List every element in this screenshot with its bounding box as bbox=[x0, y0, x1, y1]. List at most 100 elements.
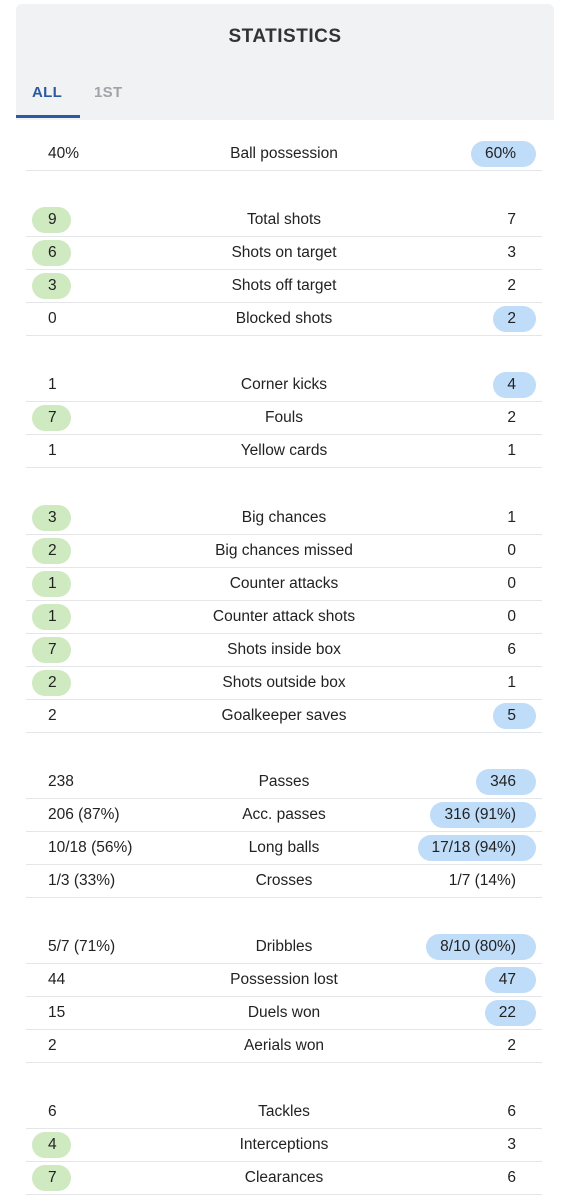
stat-label: Shots off target bbox=[231, 276, 337, 294]
home-value: 7 bbox=[32, 404, 71, 431]
home-value: 2 bbox=[32, 669, 71, 696]
home-value: 2 bbox=[48, 706, 57, 724]
home-value: 1 bbox=[48, 375, 57, 393]
stat-row: 40% Ball possession 60% bbox=[26, 137, 542, 171]
stat-row: 7 Clearances 6 bbox=[26, 1161, 542, 1195]
home-value: 7 bbox=[32, 1164, 71, 1191]
stat-label: Goalkeeper saves bbox=[221, 706, 347, 724]
active-tab-indicator bbox=[16, 115, 80, 118]
stat-row: 3 Shots off target 2 bbox=[26, 269, 542, 303]
home-value: 6 bbox=[48, 1102, 57, 1120]
stat-row: 1 Corner kicks 4 bbox=[26, 368, 542, 402]
away-value: 1 bbox=[507, 441, 516, 459]
stat-row: 0 Blocked shots 2 bbox=[26, 302, 542, 336]
stat-row: 6 Tackles 6 bbox=[26, 1095, 542, 1129]
stat-label: Long balls bbox=[248, 838, 320, 856]
stat-label: Big chances bbox=[241, 508, 327, 526]
stat-row: 3 Big chances 1 bbox=[26, 501, 542, 535]
stat-row: 6 Shots on target 3 bbox=[26, 236, 542, 270]
stat-label: Shots inside box bbox=[227, 640, 341, 658]
away-value: 22 bbox=[484, 999, 536, 1026]
home-value: 44 bbox=[48, 970, 66, 988]
stat-label: Duels won bbox=[247, 1003, 321, 1021]
tab-1st[interactable]: 1ST bbox=[94, 84, 123, 101]
stat-row: 206 (87%) Acc. passes 316 (91%) bbox=[26, 798, 542, 832]
stat-row: 1/3 (33%) Crosses 1/7 (14%) bbox=[26, 864, 542, 898]
stat-label: Shots on target bbox=[231, 243, 337, 261]
away-value: 47 bbox=[484, 966, 536, 993]
home-value: 4 bbox=[32, 1131, 71, 1158]
stat-label: Passes bbox=[258, 772, 310, 790]
away-value: 3 bbox=[507, 243, 516, 261]
home-value: 2 bbox=[48, 1036, 57, 1054]
away-value: 4 bbox=[493, 371, 536, 398]
stat-label: Big chances missed bbox=[215, 541, 353, 559]
stat-row: 2 Big chances missed 0 bbox=[26, 534, 542, 568]
stat-label: Yellow cards bbox=[240, 441, 328, 459]
home-value: 0 bbox=[48, 309, 57, 327]
stat-label: Possession lost bbox=[230, 970, 338, 988]
stat-row: 10/18 (56%) Long balls 17/18 (94%) bbox=[26, 831, 542, 865]
stat-label: Interceptions bbox=[239, 1135, 329, 1153]
stat-row: 44 Possession lost 47 bbox=[26, 963, 542, 997]
home-value: 5/7 (71%) bbox=[48, 937, 116, 955]
away-value: 1/7 (14%) bbox=[448, 871, 516, 889]
away-value: 316 (91%) bbox=[430, 801, 536, 828]
away-value: 3 bbox=[507, 1135, 516, 1153]
stat-row: 238 Passes 346 bbox=[26, 765, 542, 799]
stat-row: 2 Aerials won 2 bbox=[26, 1029, 542, 1063]
away-value: 0 bbox=[507, 574, 516, 592]
stat-label: Total shots bbox=[246, 210, 322, 228]
away-value: 2 bbox=[493, 305, 536, 332]
home-value: 2 bbox=[32, 537, 71, 564]
home-value: 40% bbox=[48, 144, 80, 162]
home-value: 1 bbox=[48, 441, 57, 459]
stat-label: Dribbles bbox=[255, 937, 313, 955]
stat-label: Ball possession bbox=[230, 144, 338, 162]
stat-row: 1 Counter attack shots 0 bbox=[26, 600, 542, 634]
home-value: 206 (87%) bbox=[48, 805, 120, 823]
stat-row: 4 Interceptions 3 bbox=[26, 1128, 542, 1162]
away-value: 0 bbox=[507, 607, 516, 625]
stat-row: 7 Shots inside box 6 bbox=[26, 633, 542, 667]
away-value: 8/10 (80%) bbox=[426, 933, 536, 960]
stat-label: Clearances bbox=[244, 1168, 324, 1186]
home-value: 238 bbox=[48, 772, 74, 790]
stat-row: 15 Duels won 22 bbox=[26, 996, 542, 1030]
away-value: 5 bbox=[493, 702, 536, 729]
stat-label: Fouls bbox=[265, 408, 303, 426]
away-value: 6 bbox=[507, 1102, 516, 1120]
away-value: 60% bbox=[470, 140, 536, 167]
stat-row: 9 Total shots 7 bbox=[26, 203, 542, 237]
home-value: 15 bbox=[48, 1003, 66, 1021]
home-value: 6 bbox=[32, 239, 71, 266]
away-value: 6 bbox=[507, 640, 516, 658]
stat-label: Counter attacks bbox=[229, 574, 339, 592]
stat-label: Tackles bbox=[258, 1102, 310, 1120]
home-value: 9 bbox=[32, 206, 71, 233]
away-value: 7 bbox=[507, 210, 516, 228]
stat-row: 5/7 (71%) Dribbles 8/10 (80%) bbox=[26, 930, 542, 964]
stat-label: Counter attack shots bbox=[212, 607, 356, 625]
stat-row: 1 Yellow cards 1 bbox=[26, 434, 542, 468]
away-value: 1 bbox=[507, 673, 516, 691]
stat-label: Corner kicks bbox=[240, 375, 328, 393]
away-value: 346 bbox=[476, 768, 536, 795]
stat-row: 1 Counter attacks 0 bbox=[26, 567, 542, 601]
home-value: 7 bbox=[32, 636, 71, 663]
stat-row: 7 Fouls 2 bbox=[26, 401, 542, 435]
page-title: STATISTICS bbox=[228, 26, 342, 47]
home-value: 1 bbox=[32, 570, 71, 597]
away-value: 0 bbox=[507, 541, 516, 559]
home-value: 3 bbox=[32, 504, 71, 531]
home-value: 1/3 (33%) bbox=[48, 871, 116, 889]
stat-label: Acc. passes bbox=[242, 805, 326, 823]
stat-row: 2 Shots outside box 1 bbox=[26, 666, 542, 700]
away-value: 1 bbox=[507, 508, 516, 526]
stat-label: Shots outside box bbox=[222, 673, 346, 691]
home-value: 10/18 (56%) bbox=[48, 838, 133, 856]
away-value: 2 bbox=[507, 1036, 516, 1054]
away-value: 2 bbox=[507, 276, 516, 294]
tab-all[interactable]: ALL bbox=[32, 84, 63, 101]
